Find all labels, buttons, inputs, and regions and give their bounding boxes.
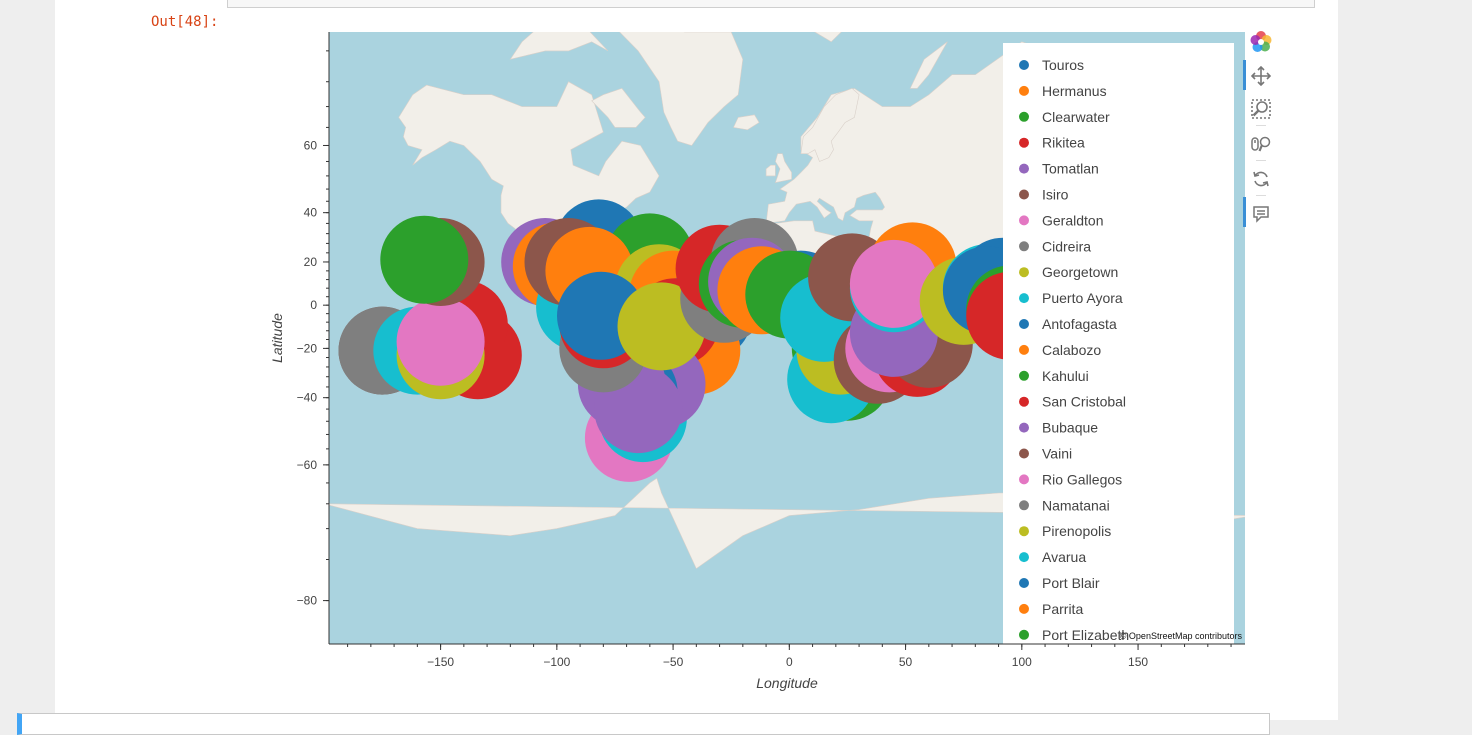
city-marker[interactable]: [396, 297, 485, 386]
attribution: © OpenStreetMap contributors: [1120, 631, 1243, 641]
land-canada-isles: [509, 32, 609, 60]
legend-swatch: [1019, 189, 1029, 200]
city-marker[interactable]: [380, 215, 469, 304]
y-tick-label: −60: [297, 458, 318, 472]
x-axis-label: Longitude: [756, 675, 818, 691]
legend-label: Georgetown: [1042, 264, 1118, 280]
legend-label: Port Blair: [1042, 575, 1100, 591]
toolbar-separator: [1256, 195, 1266, 196]
legend-swatch: [1019, 370, 1029, 381]
legend-swatch: [1019, 603, 1029, 614]
legend-swatch: [1019, 422, 1029, 433]
wheel-zoom-tool-icon[interactable]: [1248, 131, 1274, 157]
output-prompt: Out[48]:: [151, 14, 219, 30]
y-tick-label: −20: [297, 341, 318, 355]
legend-swatch: [1019, 163, 1029, 174]
legend-swatch: [1019, 629, 1029, 640]
legend-label: Calabozo: [1042, 342, 1101, 358]
x-tick-label: 0: [786, 655, 793, 669]
x-tick-label: −150: [427, 655, 454, 669]
active-tool-marker: [1243, 60, 1246, 90]
legend-label: Avarua: [1042, 549, 1086, 565]
city-markers[interactable]: [338, 199, 1055, 482]
toolbar-separator: [1256, 160, 1266, 161]
legend-label: Parrita: [1042, 601, 1083, 617]
legend-swatch: [1019, 267, 1029, 278]
legend-label: Rikitea: [1042, 135, 1085, 151]
legend: Touros Hermanus Clearwater Rikitea Tomatlan I…: [1003, 43, 1234, 648]
next-cell-input[interactable]: [17, 713, 1270, 735]
x-tick-label: −100: [543, 655, 570, 669]
land-baffin: [591, 88, 646, 128]
pan-tool-icon[interactable]: [1248, 63, 1274, 89]
land-britain: [774, 153, 792, 183]
land-novaya: [909, 41, 948, 89]
y-tick-label: −80: [297, 594, 318, 608]
legend-label: Pirenopolis: [1042, 523, 1111, 539]
legend-swatch: [1019, 500, 1029, 511]
legend-label: San Cristobal: [1042, 394, 1126, 410]
y-axis-ticks: 60 40 20 0 −20 −40 −60 −80: [297, 50, 329, 608]
x-tick-label: −50: [663, 655, 684, 669]
legend-label: Isiro: [1042, 187, 1069, 203]
legend-label: Bubaque: [1042, 420, 1098, 436]
legend-label: Hermanus: [1042, 83, 1107, 99]
y-tick-label: 0: [310, 298, 317, 312]
legend-swatch: [1019, 60, 1029, 70]
x-tick-label: 100: [1012, 655, 1032, 669]
legend-swatch: [1019, 241, 1029, 252]
plot-toolbar: [1243, 28, 1278, 238]
legend-label: Cidreira: [1042, 238, 1091, 254]
legend-label: Namatanai: [1042, 497, 1110, 513]
legend-label: Puerto Ayora: [1042, 290, 1123, 306]
map-plot[interactable]: Touros Hermanus Clearwater Rikitea Tomatlan I…: [266, 30, 1246, 700]
legend-swatch: [1019, 474, 1029, 485]
land-iceland: [733, 114, 760, 131]
legend-swatch: [1019, 526, 1029, 537]
legend-swatch: [1019, 85, 1029, 96]
hover-tool-icon[interactable]: [1248, 201, 1274, 227]
box-zoom-tool-icon[interactable]: [1248, 96, 1274, 122]
legend-swatch: [1019, 111, 1029, 122]
reset-tool-icon[interactable]: [1248, 166, 1274, 192]
land-ireland: [765, 164, 776, 177]
y-tick-label: 60: [304, 138, 318, 152]
bokeh-logo-icon[interactable]: [1248, 29, 1274, 55]
previous-cell-bottom[interactable]: [227, 0, 1315, 8]
legend-label: Port Elizabeth: [1042, 627, 1129, 643]
land-greenland: [619, 32, 744, 146]
legend-label: Kahului: [1042, 368, 1089, 384]
legend-label: Antofagasta: [1042, 316, 1117, 332]
legend-label: Vaini: [1042, 446, 1072, 462]
x-axis-ticks: −150 −100 −50 0 50 100 150: [347, 644, 1232, 669]
x-tick-label: 50: [899, 655, 913, 669]
active-tool-marker: [1243, 197, 1246, 227]
y-axis-label: Latitude: [269, 313, 285, 363]
city-marker[interactable]: [849, 239, 938, 328]
legend-box: [1003, 43, 1234, 648]
land-scandinavia: [800, 88, 860, 162]
legend-swatch: [1019, 578, 1029, 588]
y-tick-label: −40: [297, 391, 318, 405]
legend-swatch: [1019, 344, 1029, 355]
toolbar-separator: [1256, 125, 1266, 126]
legend-label: Touros: [1042, 57, 1084, 73]
legend-swatch: [1019, 137, 1029, 148]
land-svalbard: [814, 32, 842, 43]
legend-swatch: [1019, 448, 1029, 459]
legend-label: Geraldton: [1042, 212, 1103, 228]
legend-swatch: [1019, 215, 1029, 226]
legend-label: Clearwater: [1042, 109, 1110, 125]
x-tick-label: 150: [1128, 655, 1148, 669]
y-tick-label: 40: [304, 206, 318, 220]
legend-swatch: [1019, 319, 1029, 329]
legend-swatch: [1019, 552, 1029, 563]
legend-swatch: [1019, 396, 1029, 407]
legend-label: Rio Gallegos: [1042, 471, 1122, 487]
legend-swatch: [1019, 293, 1029, 304]
y-tick-label: 20: [304, 255, 318, 269]
legend-label: Tomatlan: [1042, 161, 1099, 177]
